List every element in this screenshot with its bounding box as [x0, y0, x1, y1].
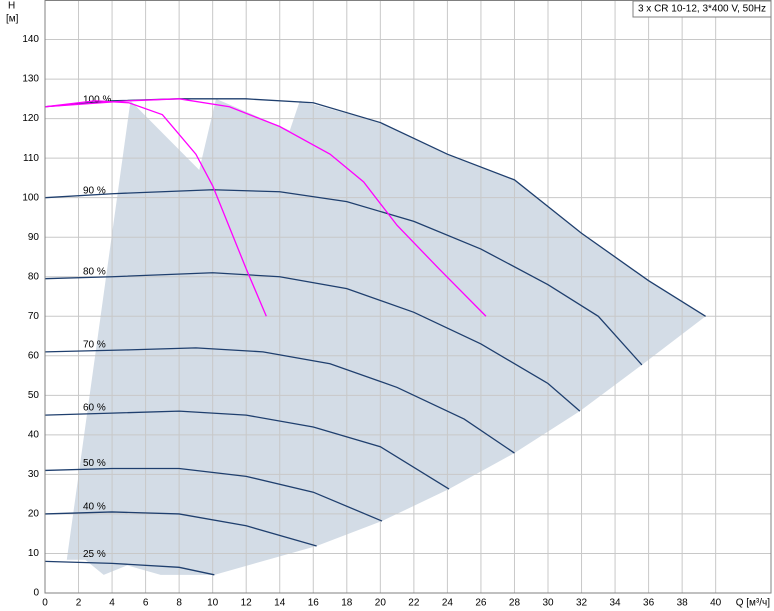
curve-label: 80 %: [83, 266, 106, 277]
x-tick-label: 32: [576, 598, 588, 609]
x-tick-label: 0: [42, 598, 48, 609]
y-tick-label: 60: [28, 350, 40, 361]
curve: [44, 467, 383, 522]
x-tick-label: 24: [442, 598, 454, 609]
curve: [44, 560, 215, 576]
curve-label: 40 %: [83, 502, 106, 513]
x-tick-label: 38: [677, 598, 689, 609]
y-tick-label: 130: [22, 74, 39, 85]
y-tick-label: 50: [28, 390, 40, 401]
curve: [44, 511, 317, 547]
chart-title: 3 x CR 10-12, 3*400 V, 50Hz: [638, 4, 766, 15]
x-tick-label: 20: [375, 598, 387, 609]
y-tick-label: 120: [22, 113, 39, 124]
y-tick-label: 70: [28, 311, 40, 322]
curve: [44, 100, 267, 317]
y-tick-label: 140: [22, 34, 39, 45]
x-tick-label: 14: [274, 598, 286, 609]
curve: [44, 272, 581, 412]
y-tick-label: 40: [28, 430, 40, 441]
y-tick-label: 20: [28, 509, 40, 520]
y-tick-label: 100: [22, 192, 39, 203]
curve-label: 50 %: [83, 458, 106, 469]
x-tick-label: 28: [509, 598, 521, 609]
curve: [44, 189, 643, 366]
x-tick-label: 6: [143, 598, 149, 609]
x-tick-label: 40: [710, 598, 722, 609]
x-tick-label: 12: [241, 598, 253, 609]
x-tick-label: 34: [610, 598, 622, 609]
curve: [44, 98, 487, 317]
x-tick-label: 26: [475, 598, 487, 609]
y-tick-label: 10: [28, 548, 40, 559]
curve: [44, 347, 515, 454]
y-tick-label: 0: [33, 588, 39, 599]
x-tick-label: 8: [176, 598, 182, 609]
y-axis-label: H: [8, 1, 15, 12]
y-tick-label: 30: [28, 469, 40, 480]
y-tick-label: 90: [28, 232, 40, 243]
x-tick-label: 22: [408, 598, 420, 609]
curve-label: 90 %: [83, 185, 106, 196]
curve-label: 100 %: [83, 94, 111, 105]
curve: [44, 410, 450, 490]
curve-label: 60 %: [83, 403, 106, 414]
y-tick-label: 80: [28, 271, 40, 282]
curve-label: 25 %: [83, 549, 106, 560]
x-tick-label: 16: [308, 598, 320, 609]
plot-area: 100 % 90 % 80 % 70 % 60 % 50 % 40 % 25 %: [44, 0, 771, 594]
y-axis-unit: [м]: [6, 14, 19, 25]
x-tick-label: 4: [109, 598, 115, 609]
x-tick-label: 10: [207, 598, 219, 609]
plot-border: [44, 0, 772, 594]
x-axis-label: Q [м³/ч]: [736, 598, 771, 609]
y-tick-label: 110: [23, 153, 39, 164]
x-tick-label: 18: [341, 598, 353, 609]
title-box: [632, 0, 772, 18]
x-tick-label: 2: [76, 598, 82, 609]
x-tick-label: 36: [643, 598, 655, 609]
operating-range: [66, 98, 706, 575]
curve-label: 70 %: [83, 339, 106, 350]
x-tick-label: 30: [542, 598, 554, 609]
